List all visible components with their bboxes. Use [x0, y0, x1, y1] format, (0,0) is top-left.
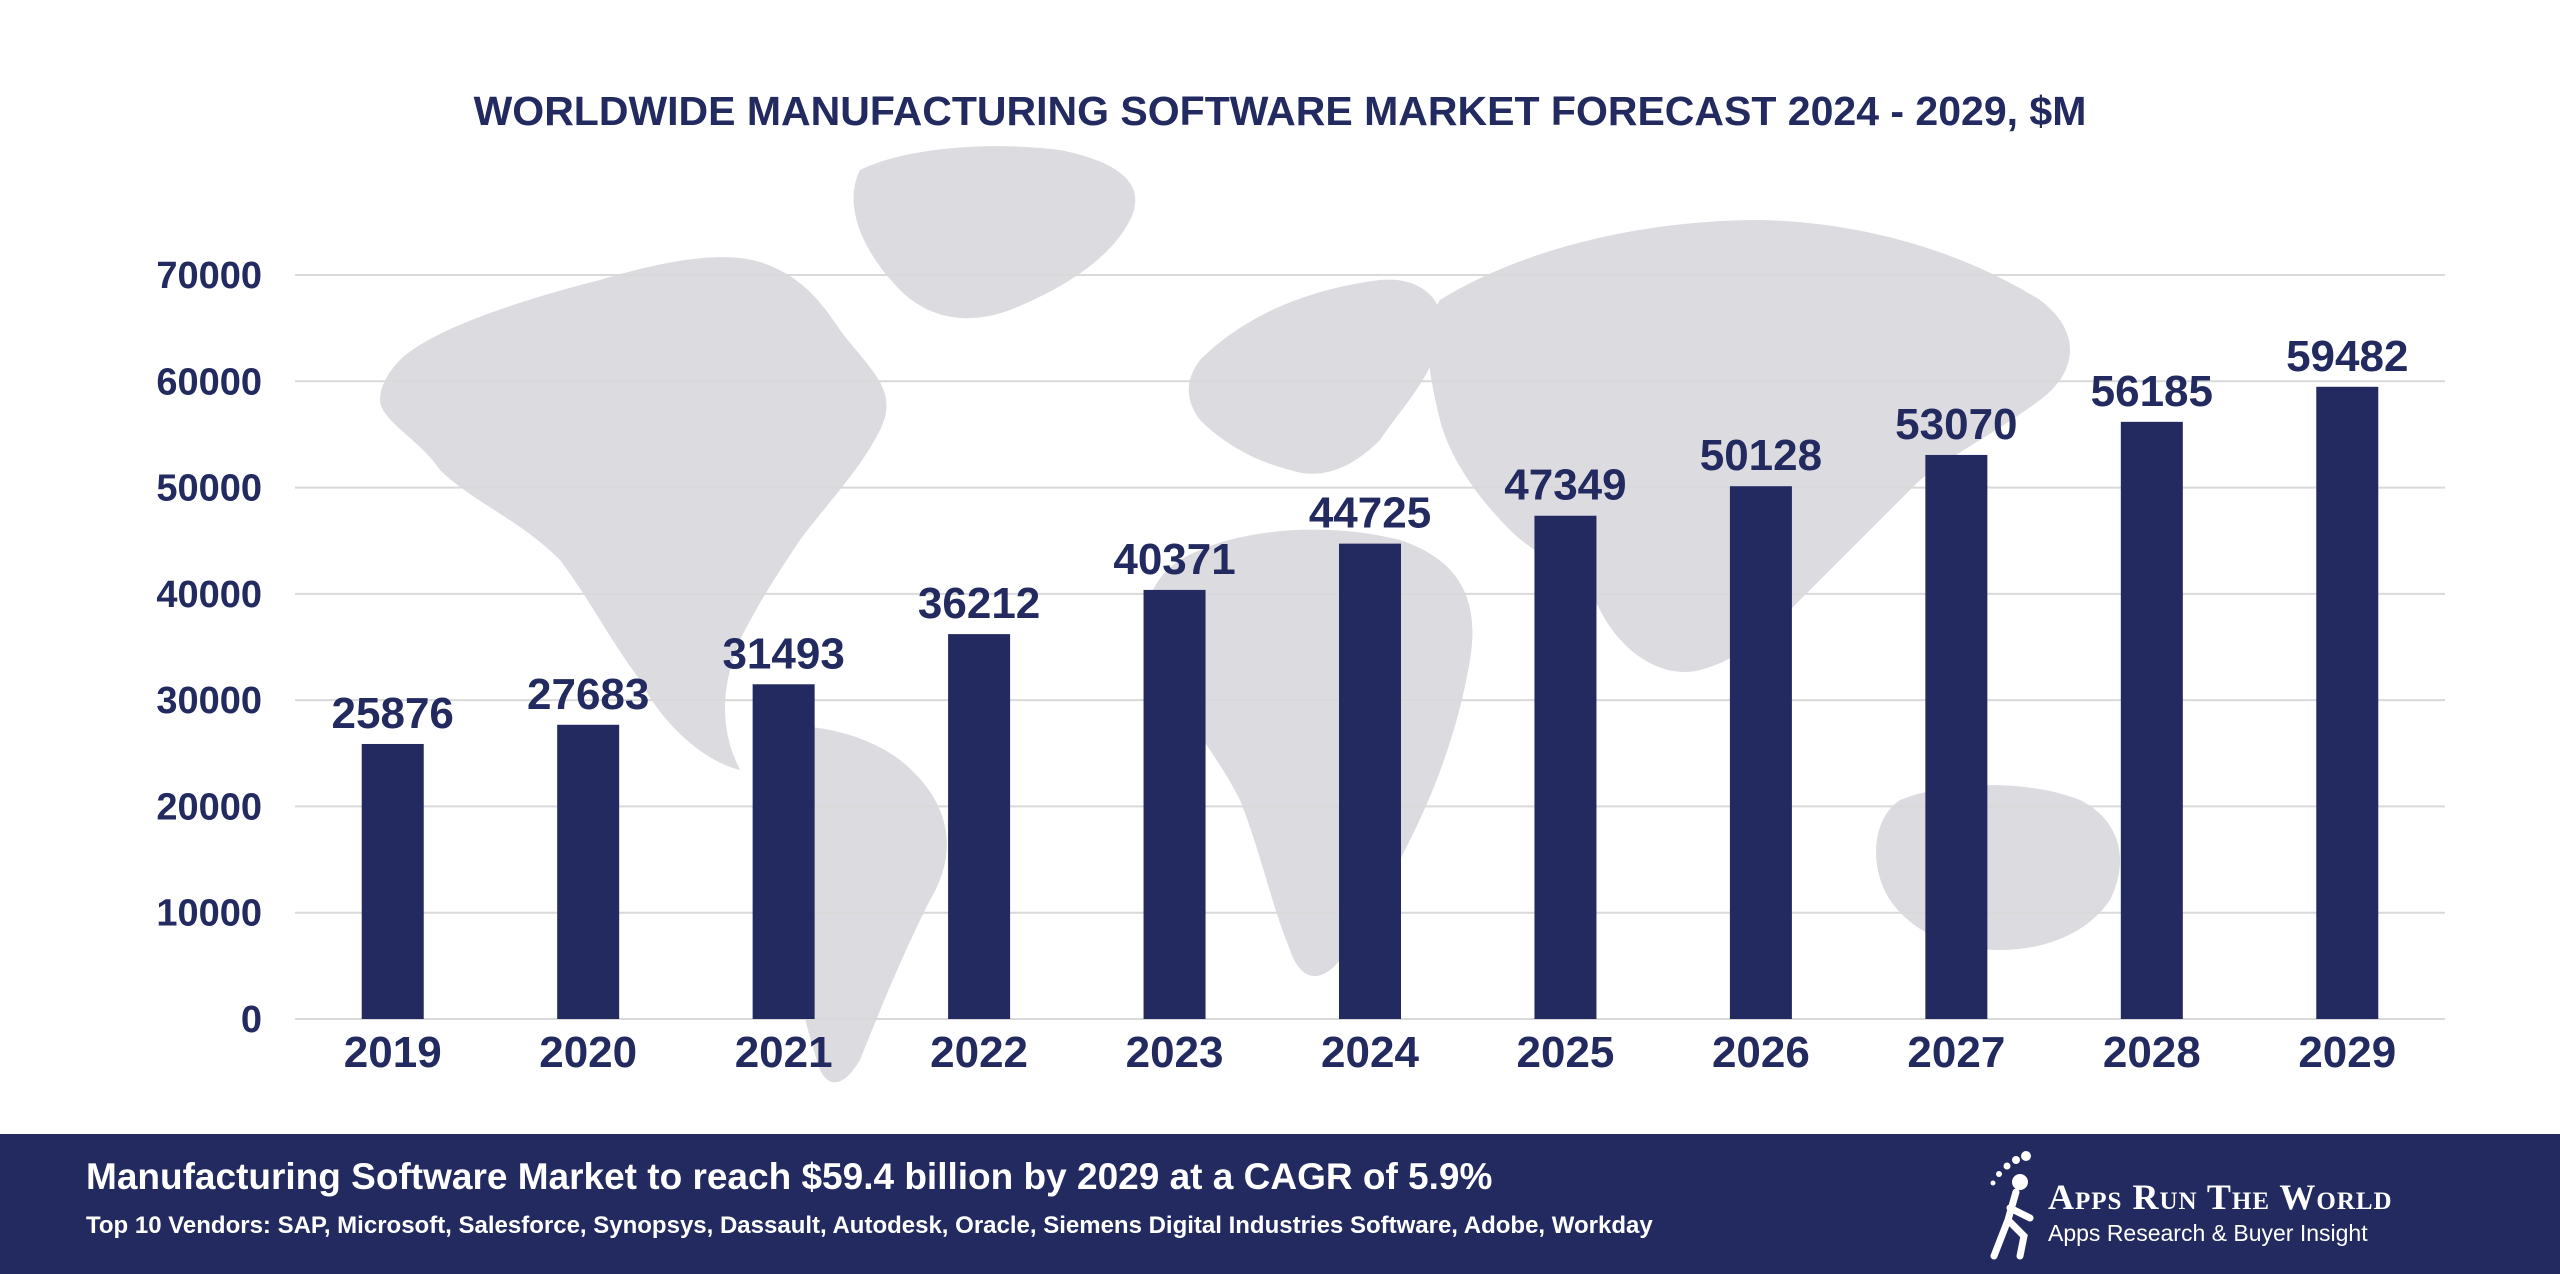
bar-chart: WORLDWIDE MANUFACTURING SOFTWARE MARKET …: [156, 88, 2445, 1083]
bar-2026: [1729, 486, 1792, 1020]
data-label: 59482: [2286, 332, 2408, 381]
bar-2027: [1925, 454, 1988, 1019]
data-labels: 25876 27683 31493 36212 40371 44725 47349 50128…: [332, 332, 2409, 738]
x-tick-label: 2022: [930, 1028, 1028, 1077]
y-tick-label: 70000: [156, 255, 262, 297]
x-tick-label: 2026: [1712, 1028, 1810, 1077]
data-label: 31493: [722, 629, 844, 678]
world-map-background: [380, 146, 2120, 1083]
map-europe: [1188, 279, 1442, 474]
x-tick-label: 2028: [2103, 1028, 2201, 1077]
y-tick-label: 30000: [156, 680, 262, 722]
data-label: 40371: [1113, 535, 1235, 584]
footer-headline: Manufacturing Software Market to reach $…: [86, 1156, 1493, 1197]
brand-tagline: Apps Research & Buyer Insight: [2048, 1220, 2368, 1246]
bar-2028: [2120, 421, 2183, 1019]
data-label: 36212: [918, 579, 1040, 628]
y-tick-label: 50000: [156, 468, 262, 510]
footer-vendors: Top 10 Vendors: SAP, Microsoft, Salesfor…: [86, 1212, 1653, 1239]
data-label: 53070: [1895, 400, 2017, 449]
footer-banner: Manufacturing Software Market to reach $…: [0, 1134, 2560, 1274]
data-label: 27683: [527, 670, 649, 719]
map-north-america: [380, 257, 887, 770]
y-tick-label: 20000: [156, 786, 262, 828]
y-tick-label: 10000: [156, 893, 262, 935]
data-label: 25876: [332, 689, 454, 738]
x-tick-label: 2027: [1907, 1028, 2005, 1077]
data-label: 47349: [1504, 461, 1626, 510]
y-axis-tick-labels: 0 10000 20000 30000 40000 50000 60000 70000: [156, 255, 262, 1041]
bar-2024: [1339, 543, 1401, 1019]
y-tick-label: 60000: [156, 361, 262, 403]
x-tick-label: 2025: [1517, 1028, 1615, 1077]
bar-2021: [752, 684, 815, 1019]
x-tick-label: 2023: [1126, 1028, 1224, 1077]
data-label: 44725: [1309, 489, 1431, 538]
chart-title: WORLDWIDE MANUFACTURING SOFTWARE MARKET …: [474, 88, 2087, 134]
bar-2023: [1143, 589, 1206, 1019]
bar-2022: [948, 634, 1011, 1019]
bars: [361, 386, 2379, 1020]
brand-logo: Apps Run The World Apps Research & Buyer…: [1980, 1148, 2460, 1260]
y-tick-label: 40000: [156, 574, 262, 616]
x-tick-label: 2019: [344, 1028, 442, 1077]
x-tick-label: 2024: [1321, 1028, 1419, 1077]
map-australia: [1876, 785, 2120, 950]
data-label: 56185: [2091, 367, 2213, 416]
bar-2029: [2316, 386, 2379, 1019]
runner-logo-icon: [1990, 1151, 2034, 1260]
map-greenland: [853, 146, 1136, 319]
bar-2019: [361, 743, 424, 1019]
data-label: 50128: [1700, 431, 1822, 480]
brand-name: Apps Run The World: [2048, 1177, 2393, 1217]
x-tick-label: 2021: [735, 1028, 833, 1077]
chart-area: WORLDWIDE MANUFACTURING SOFTWARE MARKET …: [156, 88, 2445, 1083]
x-axis-tick-labels: 2019 2020 2021 2022 2023 2024 2025 2026 2027 2028…: [344, 1028, 2396, 1077]
bar-2020: [557, 724, 620, 1019]
x-tick-label: 2020: [539, 1028, 637, 1077]
x-tick-label: 2029: [2298, 1028, 2396, 1077]
bar-2025: [1534, 515, 1597, 1019]
y-tick-label: 0: [241, 999, 262, 1041]
